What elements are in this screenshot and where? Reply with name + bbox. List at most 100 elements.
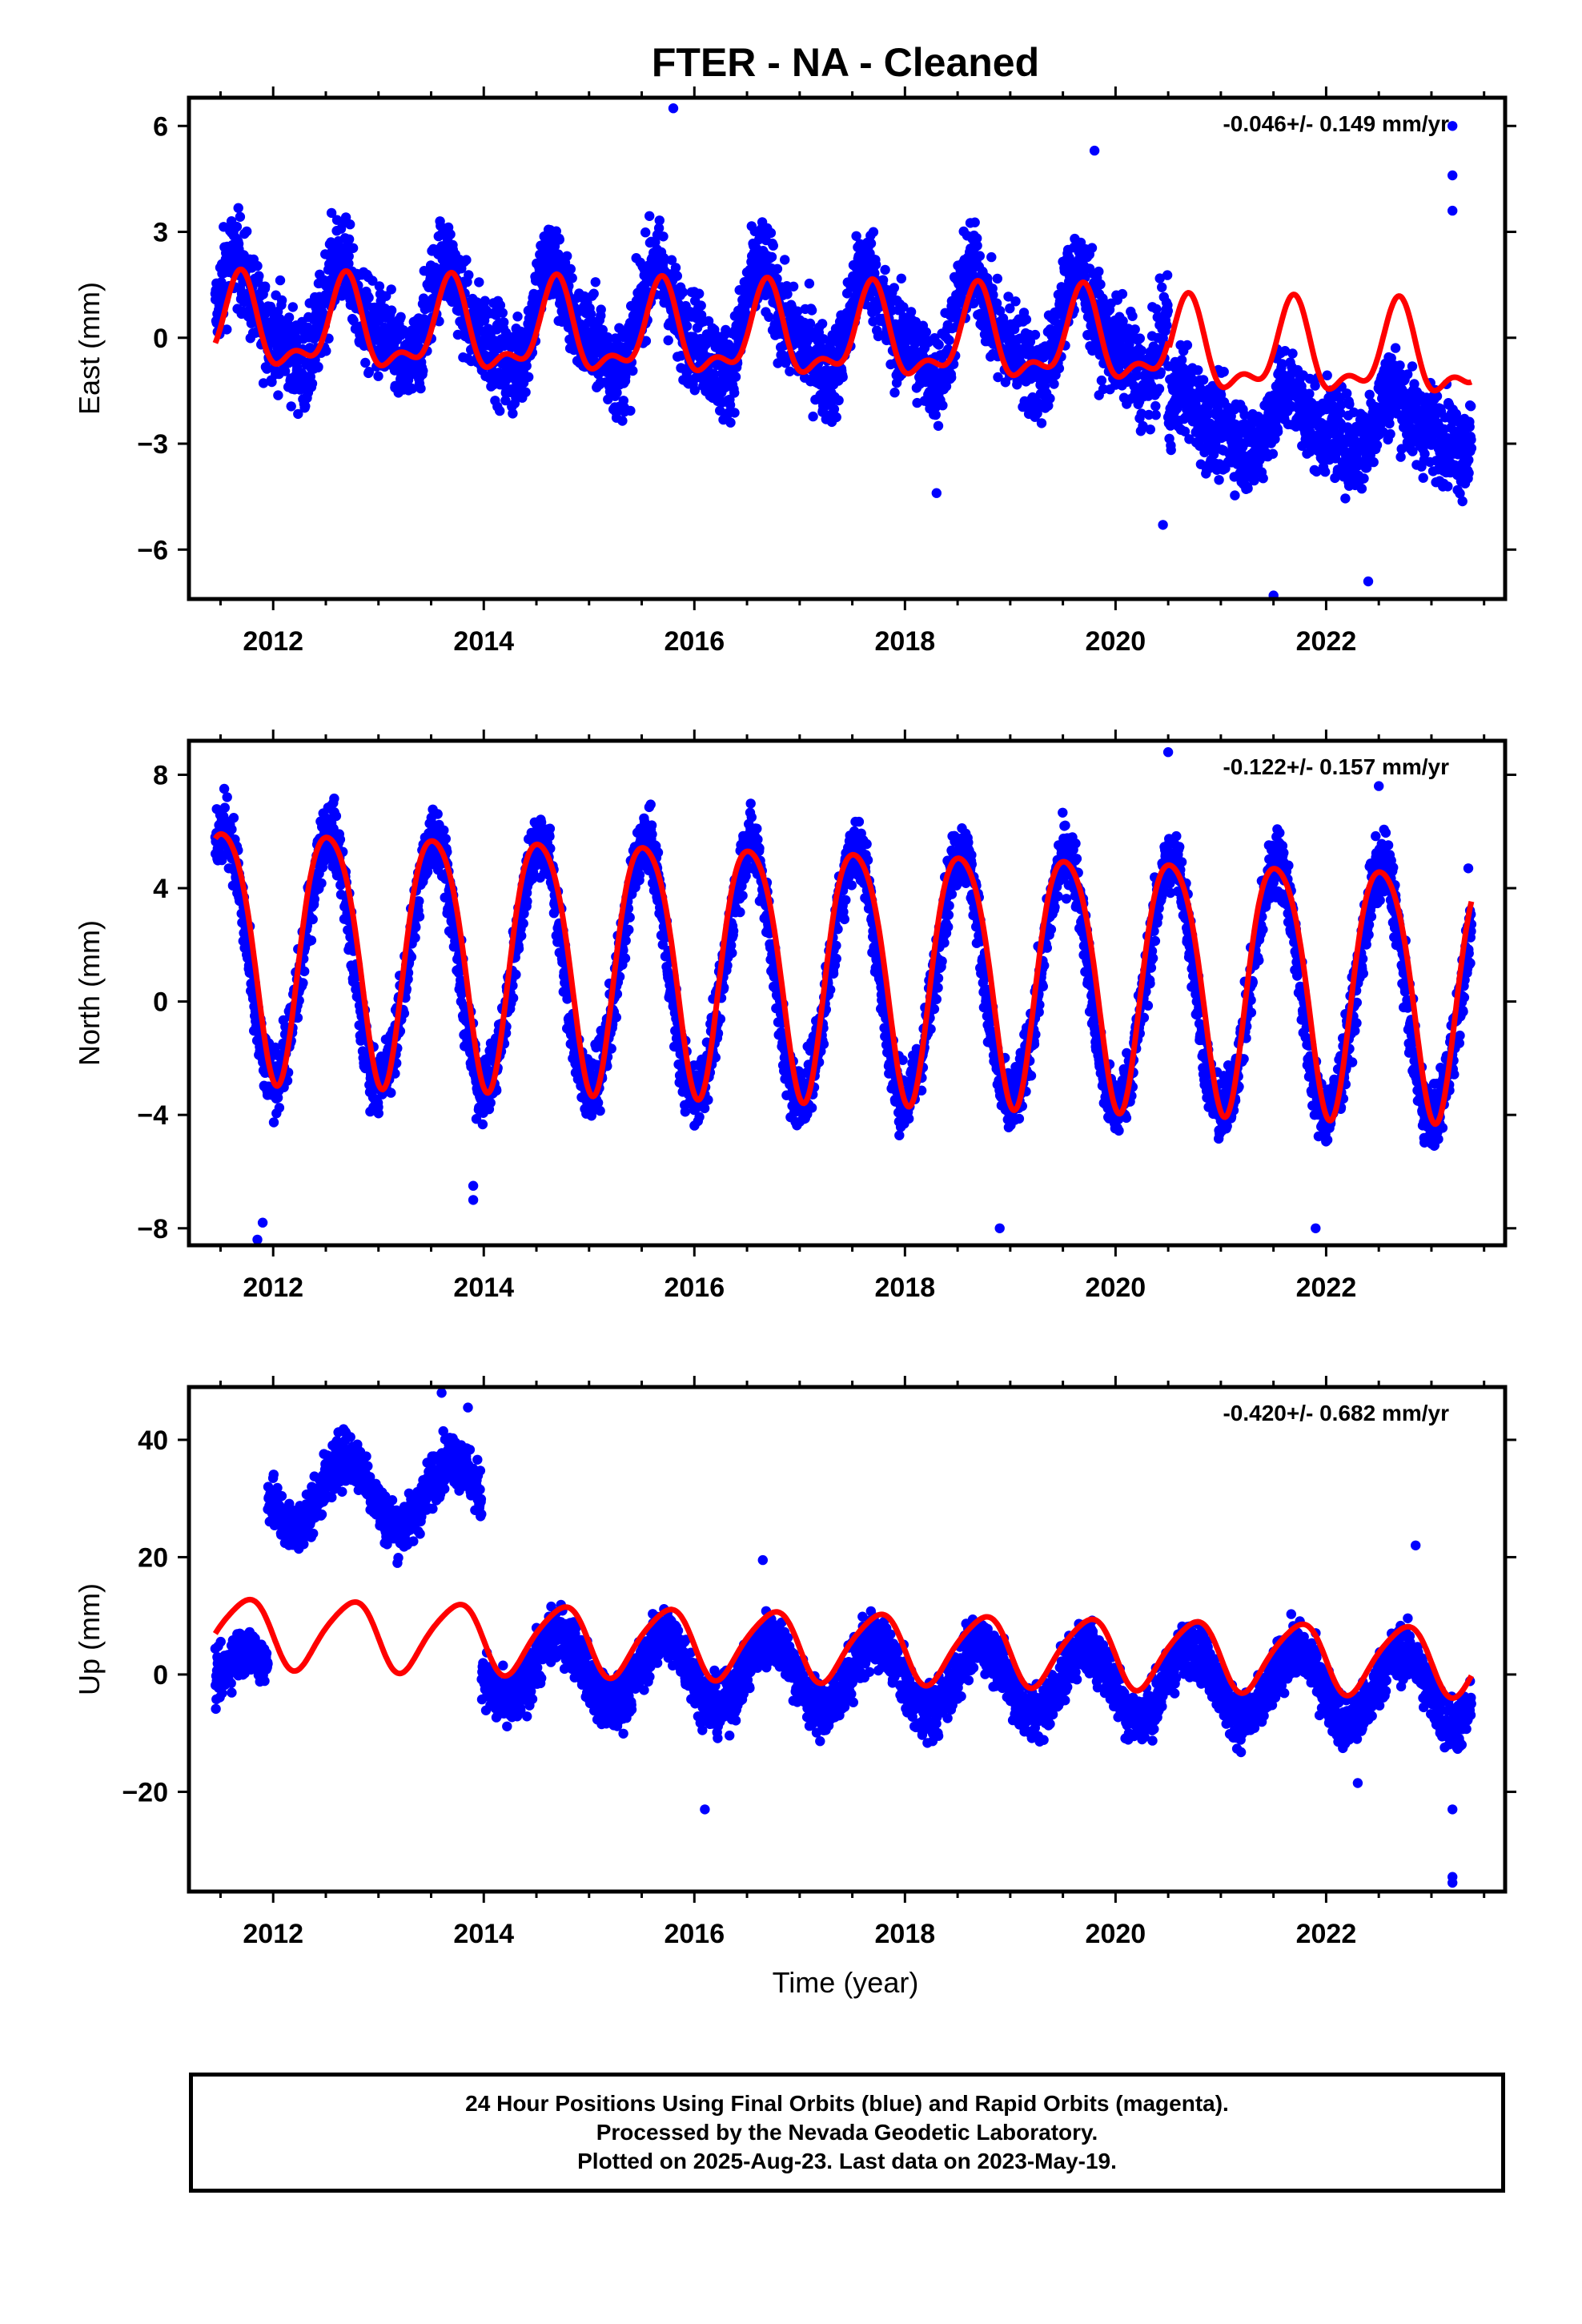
data-point xyxy=(520,387,531,397)
data-point xyxy=(1162,306,1174,316)
data-point xyxy=(567,273,577,283)
data-point xyxy=(1409,379,1419,389)
data-point xyxy=(416,383,426,394)
data-point xyxy=(1356,484,1367,494)
data-point xyxy=(788,281,799,292)
x-tick-label: 2020 xyxy=(1086,626,1146,657)
data-point xyxy=(228,813,239,823)
y-tick-label: −3 xyxy=(137,429,168,460)
data-point xyxy=(614,323,624,333)
data-point xyxy=(729,408,740,418)
data-point xyxy=(972,233,982,243)
data-point xyxy=(1150,400,1161,412)
data-point xyxy=(1036,418,1047,428)
data-point xyxy=(287,302,298,312)
data-point xyxy=(865,238,877,249)
data-point xyxy=(585,308,596,320)
data-point xyxy=(329,793,339,804)
data-point xyxy=(499,317,509,328)
outlier-point xyxy=(1268,590,1279,599)
outlier-point xyxy=(1089,145,1100,156)
data-point xyxy=(321,346,331,356)
data-point xyxy=(219,802,230,813)
data-point xyxy=(782,289,793,300)
data-point xyxy=(666,255,677,265)
east-y-axis-label: East (mm) xyxy=(73,282,106,415)
data-point xyxy=(1287,348,1298,359)
data-point xyxy=(677,287,689,298)
data-point xyxy=(242,226,252,237)
data-point xyxy=(1344,399,1355,409)
data-point xyxy=(659,253,669,263)
data-point xyxy=(992,273,1003,284)
data-point xyxy=(233,203,243,213)
data-point xyxy=(1096,375,1107,386)
data-point xyxy=(805,318,816,329)
data-point xyxy=(1095,279,1106,290)
data-point xyxy=(565,263,576,275)
data-point xyxy=(938,400,948,411)
data-point xyxy=(628,365,638,376)
data-point xyxy=(1407,446,1418,456)
data-point xyxy=(1451,408,1462,420)
data-point xyxy=(436,229,447,240)
data-point xyxy=(1154,273,1165,283)
data-point xyxy=(896,273,907,283)
data-point xyxy=(1230,490,1240,501)
data-point xyxy=(1003,292,1014,302)
data-point xyxy=(1385,428,1395,440)
data-point xyxy=(689,385,700,396)
data-point xyxy=(497,308,508,318)
data-point xyxy=(464,270,474,280)
east-x-axis: 2012 2014 2016 2018 2020 2022 xyxy=(219,86,1486,657)
data-point xyxy=(292,1012,303,1023)
data-point xyxy=(1130,324,1140,335)
data-point xyxy=(363,292,374,303)
data-point xyxy=(343,251,354,262)
data-point xyxy=(300,401,311,412)
data-point xyxy=(1154,384,1165,394)
plot-title: FTER - NA - Cleaned xyxy=(652,40,1039,85)
outlier-point xyxy=(1363,576,1374,587)
data-point xyxy=(222,792,232,802)
data-point xyxy=(880,264,890,275)
data-point xyxy=(367,275,378,286)
data-point xyxy=(524,372,534,382)
data-point xyxy=(307,914,318,925)
data-point xyxy=(258,378,269,388)
data-point xyxy=(889,388,900,398)
data-point xyxy=(1320,467,1331,477)
data-point xyxy=(1466,401,1476,412)
data-point xyxy=(373,371,383,381)
data-point xyxy=(898,302,909,312)
data-point xyxy=(1198,375,1209,385)
east-rate-annotation: -0.046+/- 0.149 mm/yr xyxy=(1223,111,1449,136)
y-tick-label: −6 xyxy=(137,535,168,565)
data-point xyxy=(1182,340,1193,351)
data-point xyxy=(1054,363,1065,374)
data-point xyxy=(316,878,327,889)
data-point xyxy=(764,312,774,322)
data-point xyxy=(227,824,237,834)
data-point xyxy=(1021,314,1032,325)
data-point xyxy=(1407,361,1418,372)
data-point xyxy=(299,966,310,977)
data-point xyxy=(1443,481,1453,492)
data-point xyxy=(268,1117,279,1128)
data-point xyxy=(1214,475,1224,485)
data-point xyxy=(768,240,778,251)
data-point xyxy=(1138,420,1148,432)
data-point xyxy=(1117,288,1128,300)
data-point xyxy=(1243,483,1253,494)
data-point xyxy=(817,319,828,329)
data-point xyxy=(837,372,848,383)
data-point xyxy=(1335,408,1346,418)
data-point xyxy=(347,243,359,253)
data-point xyxy=(870,259,881,270)
data-point xyxy=(889,283,900,293)
data-point xyxy=(1304,373,1315,384)
data-point xyxy=(663,335,673,346)
data-point xyxy=(725,417,736,428)
data-point xyxy=(1136,345,1147,356)
data-point xyxy=(780,255,790,265)
